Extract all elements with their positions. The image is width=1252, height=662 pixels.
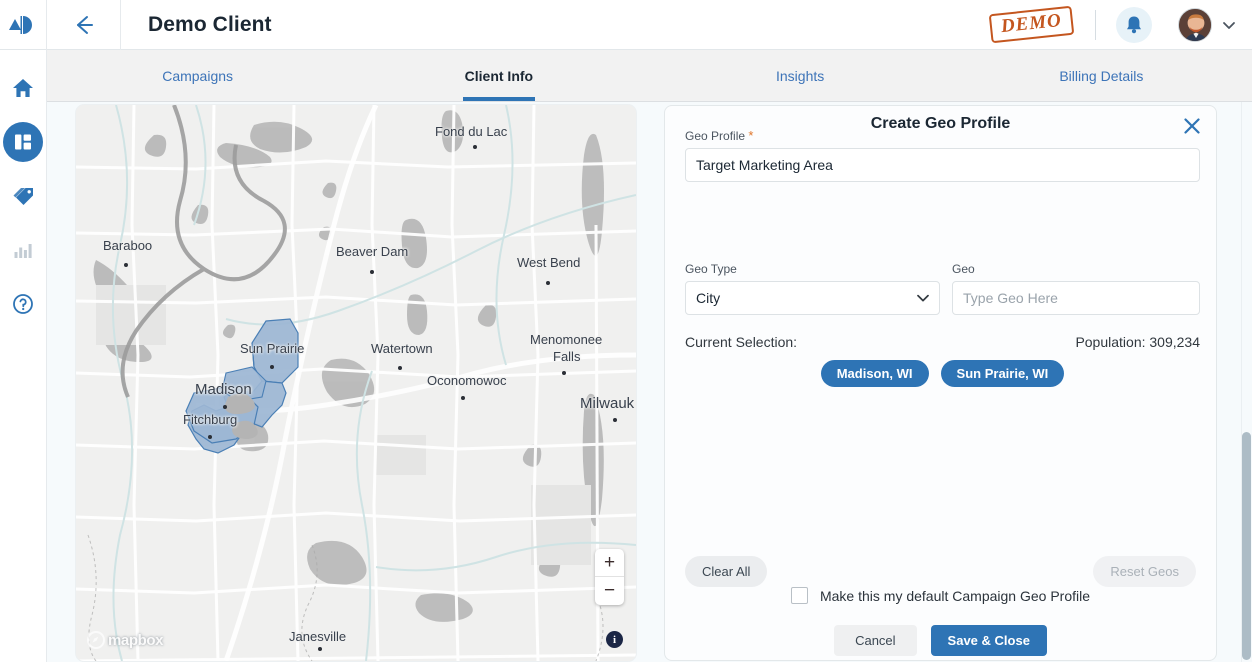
geo-selection-row: Geo Type CityCountyStateZip CodeDMA Geo [685, 262, 1200, 315]
sidebar-item-help[interactable] [3, 284, 43, 324]
default-profile-row: Make this my default Campaign Geo Profil… [665, 587, 1216, 604]
map-city-dot [318, 647, 322, 651]
map-city-dot [562, 371, 566, 375]
tab-bar: Campaigns Client Info Insights Billing D… [47, 50, 1252, 102]
top-bar-right: DEMO [988, 0, 1252, 50]
map-city-dot [398, 366, 402, 370]
sidebar-item-dashboard[interactable] [3, 122, 43, 162]
map-city-dot [270, 365, 274, 369]
geo-profile-field-group: Geo Profile * [685, 128, 1200, 182]
close-icon[interactable] [1182, 116, 1202, 136]
map-city-dot [223, 405, 227, 409]
panel-title: Create Geo Profile [870, 115, 1011, 132]
default-profile-label[interactable]: Make this my default Campaign Geo Profil… [819, 587, 1090, 604]
geo-chip[interactable]: Sun Prairie, WI [940, 360, 1065, 387]
map-canvas [76, 105, 636, 661]
tab-client-info[interactable]: Client Info [348, 50, 649, 101]
tab-billing-details[interactable]: Billing Details [951, 50, 1252, 101]
geo-type-label: Geo Type [685, 262, 737, 276]
create-geo-profile-panel: Create Geo Profile Geo Profile * Geo Typ… [664, 105, 1217, 661]
geo-profile-label-text: Geo Profile [685, 129, 746, 143]
chevron-down-icon[interactable] [1222, 20, 1236, 30]
map-zoom-controls[interactable]: + − [595, 549, 624, 605]
save-and-close-button[interactable]: Save & Close [930, 625, 1047, 656]
dashboard-icon [15, 134, 31, 150]
map-city-dot [208, 435, 212, 439]
geo-profile-label: Geo Profile * [685, 128, 1200, 143]
home-icon [13, 79, 33, 97]
geo-input[interactable] [952, 281, 1200, 315]
geo-profile-input[interactable] [685, 148, 1200, 182]
sidebar-item-reports[interactable] [3, 230, 43, 270]
bell-icon [1127, 16, 1141, 33]
geo-type-field-group: Geo Type CityCountyStateZip CodeDMA [685, 262, 940, 315]
geo-map[interactable]: Fond du Lac Baraboo Beaver Dam West Bend Men… [76, 105, 636, 661]
arrow-left-icon [76, 15, 93, 34]
bar-chart-icon [14, 244, 32, 258]
page-title: Demo Client [148, 12, 272, 36]
map-city-dot [473, 145, 477, 149]
mapbox-attribution[interactable]: mapbox [87, 631, 164, 649]
help-circle-icon [13, 294, 33, 314]
selected-geo-chips: Madison, WI Sun Prairie, WI [685, 360, 1200, 387]
mapbox-logo-icon [87, 631, 105, 649]
cancel-button[interactable]: Cancel [834, 625, 917, 656]
tab-label: Insights [776, 67, 825, 84]
left-nav-rail [0, 50, 47, 662]
reset-geos-button: Reset Geos [1093, 556, 1196, 587]
notifications-button[interactable] [1116, 6, 1152, 43]
geo-type-select[interactable]: CityCountyStateZip CodeDMA [685, 281, 940, 315]
panel-footer: Cancel Save & Close [665, 625, 1216, 656]
tab-insights[interactable]: Insights [650, 50, 951, 101]
map-city-dot [613, 418, 617, 422]
map-zoom-out-button[interactable]: − [603, 580, 616, 601]
tag-icon [13, 188, 33, 205]
user-avatar-icon [1179, 8, 1211, 41]
page-scrollbar-track[interactable] [1241, 102, 1252, 662]
map-city-dot [370, 270, 374, 274]
geo-label: Geo [952, 262, 975, 276]
geo-chip[interactable]: Madison, WI [820, 360, 929, 387]
tab-campaigns[interactable]: Campaigns [47, 50, 348, 101]
geo-type-select-wrapper: CityCountyStateZip CodeDMA [685, 281, 940, 315]
selected-geo-madison-north [221, 366, 267, 402]
sidebar-item-tags[interactable] [3, 176, 43, 216]
tab-label: Client Info [464, 67, 534, 84]
map-city-dot [461, 396, 465, 400]
clear-all-button[interactable]: Clear All [685, 556, 768, 587]
page-scrollbar-thumb[interactable] [1242, 432, 1251, 660]
app-logo[interactable] [0, 0, 47, 50]
geo-field-group: Geo [952, 262, 1200, 315]
divider [1095, 9, 1096, 40]
demo-badge: DEMO [988, 5, 1075, 44]
map-city-dot [124, 263, 128, 267]
avatar[interactable] [1178, 7, 1212, 42]
tab-label: Billing Details [1059, 67, 1144, 84]
required-marker: * [748, 128, 754, 143]
current-selection-label: Current Selection: [685, 334, 798, 350]
sidebar-item-home[interactable] [3, 68, 43, 108]
population-value: Population: 309,234 [1075, 334, 1200, 350]
current-selection-header: Current Selection: Population: 309,234 [685, 334, 1200, 350]
mapbox-label: mapbox [108, 631, 164, 649]
default-profile-checkbox[interactable] [790, 587, 808, 604]
map-city-dot [546, 281, 550, 285]
workspace: Fond du Lac Baraboo Beaver Dam West Bend Men… [47, 102, 1252, 662]
back-button[interactable] [47, 0, 121, 50]
adwerx-logo-icon [9, 15, 32, 34]
map-zoom-in-button[interactable]: + [595, 549, 624, 577]
top-bar: Demo Client DEMO [0, 0, 1252, 50]
tab-label: Campaigns [162, 67, 234, 84]
map-info-button[interactable]: i [606, 631, 623, 648]
